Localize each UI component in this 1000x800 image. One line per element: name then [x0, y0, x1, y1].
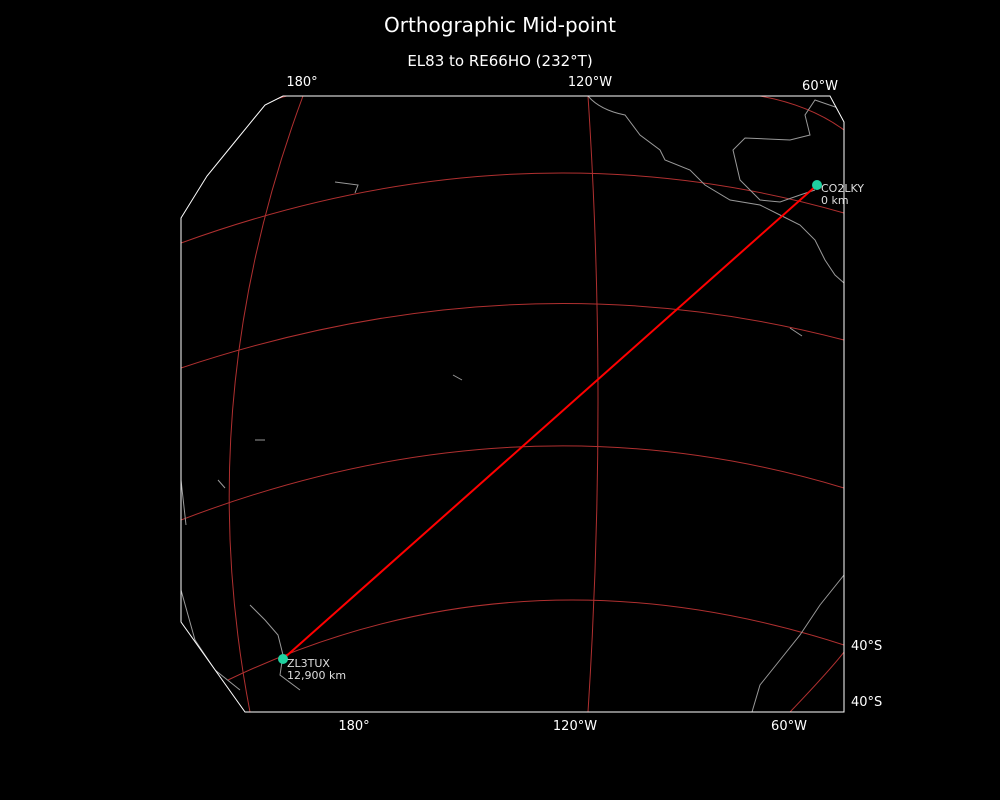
great-circle-path [282, 184, 818, 660]
coast-australia-edge [181, 589, 241, 691]
tick-right-40s-a: 40°S [851, 639, 882, 654]
coast-north-america [587, 96, 844, 284]
map-border [180, 95, 845, 713]
tick-top-60w: 60°W [802, 79, 838, 94]
coast-islands [181, 181, 803, 526]
station-distance-destination: 12,900 km [287, 669, 346, 682]
meridian-60w [789, 651, 844, 712]
parallel-3 [181, 445, 844, 521]
station-marker-origin[interactable] [812, 180, 822, 190]
meridian-180 [228, 96, 304, 712]
map-title: Orthographic Mid-point [384, 13, 616, 37]
station-marker-destination[interactable] [278, 654, 288, 664]
coastlines [181, 96, 844, 712]
meridian-60w-top [759, 96, 844, 131]
coast-gulf [732, 99, 844, 203]
coast-nz [249, 604, 301, 691]
tick-top-180: 180° [286, 75, 317, 90]
tick-right-40s-b: 40°S [851, 695, 882, 710]
parallel-1 [181, 172, 844, 244]
station-distance-origin: 0 km [821, 194, 849, 207]
tick-top-120w: 120°W [568, 75, 612, 90]
meridian-120w [587, 96, 599, 712]
map-subtitle: EL83 to RE66HO (232°T) [407, 52, 593, 70]
parallel-2 [181, 303, 844, 369]
tick-bottom-180: 180° [338, 719, 369, 734]
parallel-4 [227, 599, 844, 681]
station-label-destination: ZL3TUX [287, 657, 330, 670]
tick-bottom-120w: 120°W [553, 719, 597, 734]
coast-south-america [751, 574, 844, 712]
tick-bottom-60w: 60°W [771, 719, 807, 734]
graticule [181, 96, 844, 712]
station-label-origin: CO2LKY [821, 182, 864, 195]
